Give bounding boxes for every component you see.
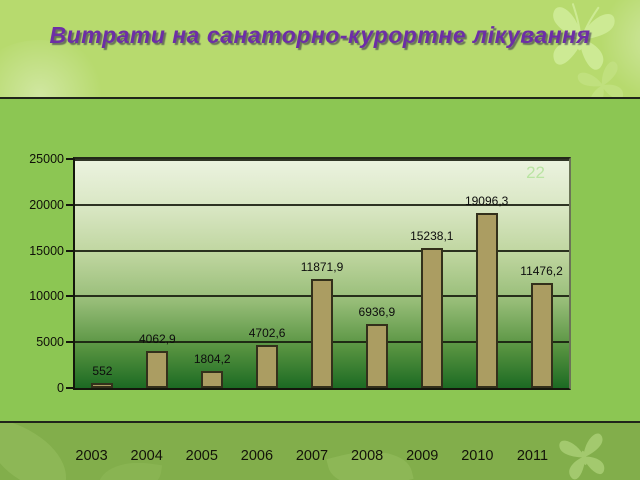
- y-axis-tick: [66, 249, 73, 252]
- x-axis-category-label: 2011: [516, 448, 549, 464]
- y-axis-tick: [66, 203, 73, 206]
- slide-title: Витрати на санаторно-курортне лікування: [49, 22, 591, 48]
- bar-value-label: 4062,9: [138, 331, 176, 346]
- y-axis-tick: [66, 295, 73, 298]
- bar: [365, 324, 388, 388]
- butterfly-icon: [577, 61, 624, 97]
- x-axis-category-label: 2005: [185, 448, 218, 464]
- y-axis-tick-label: 10000: [29, 289, 64, 304]
- x-axis-category-label: 2010: [461, 448, 494, 464]
- x-axis-category-label: 2003: [75, 448, 108, 464]
- butterfly-icon: [553, 3, 615, 70]
- y-axis-tick: [66, 387, 73, 389]
- bar-value-label: 19096,3: [464, 194, 509, 209]
- gridline: [75, 159, 569, 161]
- bar-value-label: 11871,9: [300, 260, 344, 275]
- bar: [475, 213, 498, 388]
- title-bar: Витрати на санаторно-курортне лікування: [0, 0, 640, 97]
- bar-value-label: 552: [92, 363, 113, 378]
- x-axis-category-label: 2007: [295, 448, 329, 464]
- bar-value-label: 4702,6: [248, 325, 286, 340]
- y-axis-tick-label: 15000: [29, 243, 64, 258]
- bar-value-label: 15238,1: [410, 229, 454, 244]
- gridline: [75, 203, 569, 206]
- bar: [146, 350, 169, 388]
- chart-plot: 22 552 4062,9 1804,2 4702,6 11871,9 6936,9 152…: [73, 157, 571, 390]
- y-axis-tick-label: 5000: [36, 335, 64, 350]
- y-axis-tick: [66, 158, 73, 160]
- x-axis-category-label: 2004: [130, 448, 163, 464]
- bar: [91, 382, 114, 388]
- y-axis: 0 5000 10000 15000 20000 25000: [0, 153, 73, 394]
- bar-value-label: 6936,9: [358, 305, 396, 320]
- slide-number: 22: [526, 163, 545, 182]
- x-axis-category-label: 2009: [406, 448, 439, 464]
- y-axis-tick-label: 20000: [29, 197, 64, 212]
- x-axis-category-label: 2008: [350, 448, 384, 464]
- x-axis-category-label: 2006: [240, 448, 274, 464]
- gridline: [75, 249, 569, 252]
- y-axis-tick-label: 0: [57, 381, 64, 395]
- x-axis-labels: 2003 2004 2005 2006 2007 2008 2009 2010 2011: [64, 445, 560, 467]
- bar: [256, 344, 279, 388]
- bar: [311, 279, 333, 388]
- y-axis-tick-label: 25000: [29, 152, 64, 166]
- bar: [201, 371, 224, 388]
- bar: [420, 248, 443, 388]
- divider-line: [0, 421, 640, 423]
- footer-band: 2003 2004 2005 2006 2007 2008 2009 2010 2011: [0, 423, 640, 480]
- bar-value-label: 11476,2: [520, 263, 563, 278]
- divider-line: [0, 97, 640, 99]
- butterfly-icon: [559, 433, 605, 480]
- bar: [530, 282, 553, 388]
- y-axis-tick: [66, 341, 73, 344]
- bar-value-label: 1804,2: [193, 352, 231, 367]
